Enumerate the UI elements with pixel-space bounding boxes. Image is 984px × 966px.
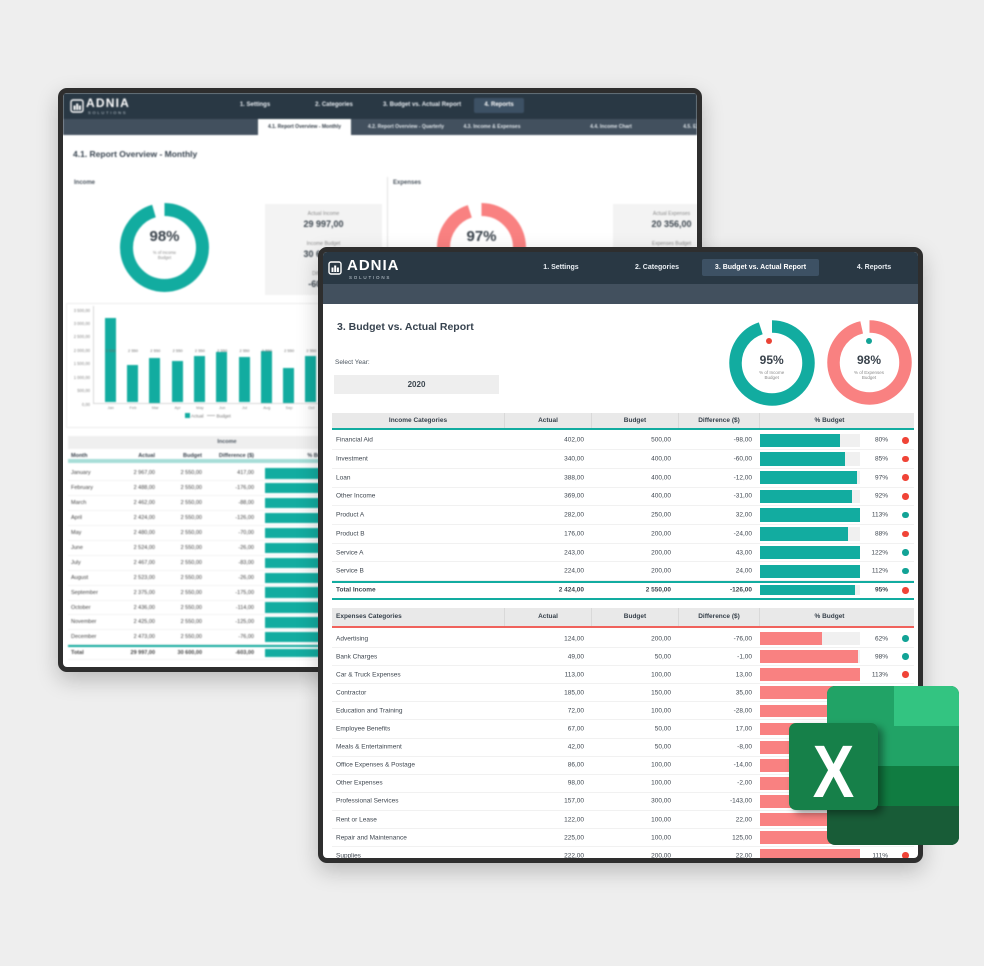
svg-text:X: X bbox=[813, 731, 854, 813]
